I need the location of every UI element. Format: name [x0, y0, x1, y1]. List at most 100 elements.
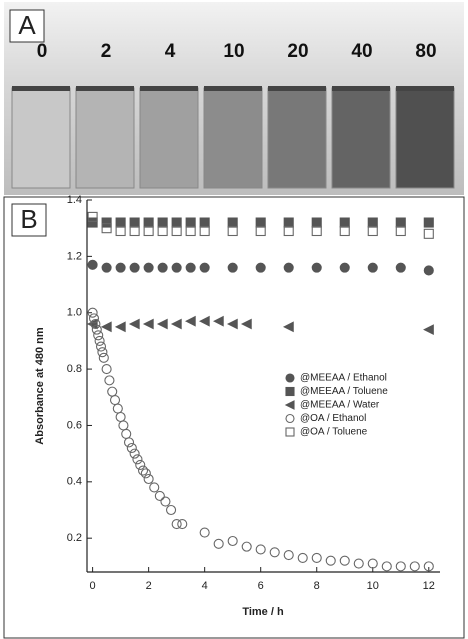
data-point — [87, 211, 98, 222]
data-point — [129, 448, 140, 459]
data-point — [311, 552, 322, 563]
vial-meniscus — [396, 86, 454, 91]
data-point — [97, 347, 108, 358]
data-point — [395, 225, 406, 237]
data-point — [114, 321, 126, 333]
data-point — [185, 217, 196, 228]
data-point — [395, 561, 406, 572]
vial-label: 40 — [351, 41, 372, 62]
x-tick-label: 12 — [423, 580, 435, 592]
vial — [139, 87, 199, 189]
vial-meniscus — [204, 86, 262, 91]
data-point — [339, 262, 350, 273]
data-point — [199, 262, 210, 273]
data-point — [227, 535, 238, 547]
data-point — [171, 217, 182, 228]
vial-label: 2 — [101, 41, 112, 62]
data-point — [140, 468, 151, 479]
vial-meniscus — [332, 86, 390, 91]
data-point — [156, 318, 168, 330]
data-point — [283, 550, 294, 561]
legend-label: @MEEAA / Water — [300, 400, 380, 411]
data-point — [135, 459, 146, 470]
legend-label: @OA / Toluene — [300, 427, 368, 438]
data-point — [129, 225, 140, 237]
vial-label: 20 — [287, 41, 308, 62]
data-point — [177, 519, 188, 530]
data-point — [104, 375, 115, 386]
vial — [75, 87, 135, 189]
data-point — [165, 504, 177, 516]
data-point — [91, 324, 102, 335]
data-point — [339, 225, 350, 237]
data-point — [255, 217, 266, 228]
data-point — [282, 321, 294, 333]
data-point — [227, 225, 238, 237]
data-point — [283, 225, 294, 237]
data-point — [101, 217, 112, 228]
data-point — [101, 262, 112, 273]
vial-meniscus — [12, 86, 70, 91]
vial-label: 10 — [223, 41, 244, 62]
data-point — [123, 437, 135, 448]
data-point — [129, 262, 140, 273]
vial — [395, 87, 455, 189]
y-tick-label: 1.2 — [67, 250, 82, 262]
data-point — [93, 330, 104, 341]
x-tick-label: 10 — [367, 580, 379, 592]
data-point — [255, 544, 266, 555]
data-point — [171, 225, 182, 237]
vial — [331, 87, 391, 189]
data-point — [283, 217, 294, 228]
data-point — [143, 473, 154, 485]
data-point — [255, 225, 266, 237]
data-point — [101, 223, 112, 234]
data-point — [240, 318, 252, 330]
data-point — [170, 318, 182, 330]
y-tick-label: 0.6 — [67, 419, 82, 431]
vial — [203, 87, 263, 189]
data-point — [90, 318, 101, 330]
data-point — [126, 442, 137, 454]
x-tick-label: 6 — [258, 580, 264, 592]
data-point — [87, 259, 98, 270]
y-tick-label: 0.2 — [67, 532, 82, 544]
data-point — [339, 217, 350, 228]
data-point — [227, 217, 238, 228]
vial-label: 80 — [415, 41, 436, 62]
data-point — [142, 318, 154, 330]
data-point — [171, 262, 182, 273]
x-axis-title: Time / h — [242, 606, 284, 618]
vial — [11, 87, 71, 189]
data-point — [199, 527, 210, 538]
panel-a-label: A — [18, 10, 36, 40]
data-point — [297, 552, 308, 563]
data-point — [226, 318, 238, 330]
x-tick-label: 2 — [146, 580, 152, 592]
legend-marker — [285, 427, 295, 437]
data-point — [143, 262, 154, 273]
data-point — [339, 555, 350, 566]
data-point — [241, 541, 252, 552]
data-point — [87, 307, 98, 318]
data-point — [115, 262, 126, 273]
panel-a-label-box — [9, 9, 45, 43]
data-point — [325, 555, 336, 566]
legend-marker — [285, 413, 295, 424]
data-point — [185, 225, 196, 237]
data-point — [311, 225, 322, 237]
data-point — [423, 217, 434, 228]
data-point — [227, 262, 238, 273]
data-point — [160, 496, 171, 507]
data-point — [423, 228, 434, 239]
vial-meniscus — [76, 86, 134, 91]
data-point — [367, 225, 378, 237]
vial-label: 4 — [165, 41, 176, 62]
data-point — [128, 318, 140, 330]
data-point — [395, 217, 406, 228]
data-point — [94, 335, 105, 346]
legend-marker — [285, 373, 295, 383]
legend-marker — [284, 400, 295, 410]
data-point — [199, 217, 210, 228]
vial — [267, 87, 327, 189]
